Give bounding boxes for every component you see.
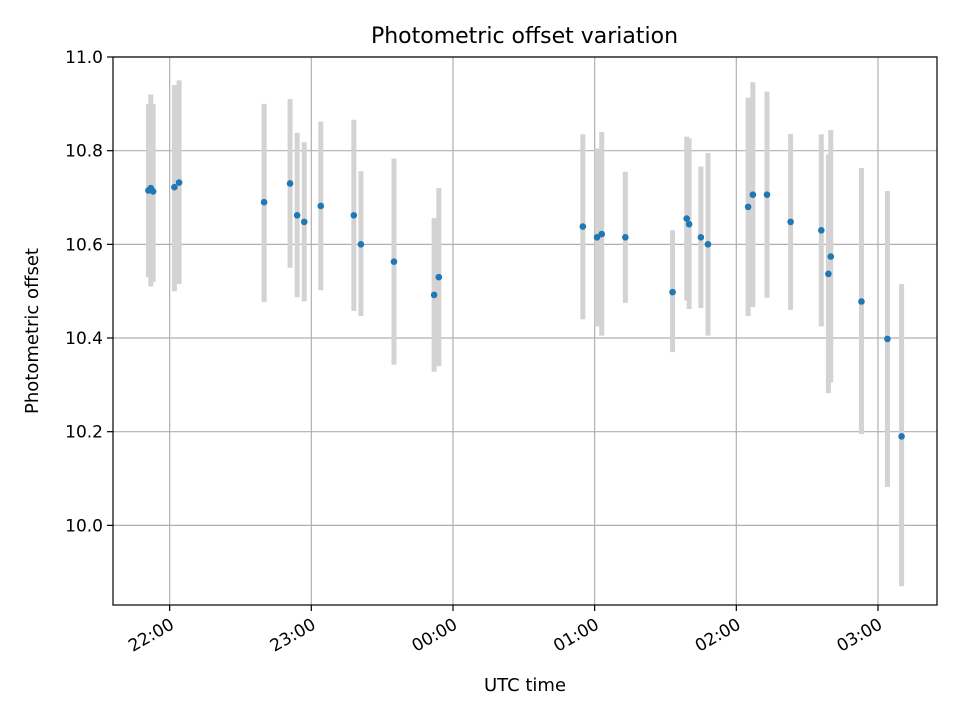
- data-point: [260, 198, 268, 206]
- data-point: [683, 215, 691, 222]
- data-point: [357, 241, 365, 248]
- y-tick-label: 10.4: [65, 329, 103, 349]
- data-point: [704, 241, 712, 248]
- y-tick-label: 11.0: [65, 48, 103, 68]
- data-point: [175, 179, 183, 186]
- data-point: [744, 203, 752, 211]
- data-point: [669, 288, 676, 296]
- data-point: [749, 191, 757, 199]
- chart-title: Photometric offset variation: [371, 24, 678, 49]
- x-axis-label: UTC time: [484, 675, 566, 696]
- error-bars: [145, 80, 905, 587]
- data-point: [898, 433, 905, 440]
- data-point: [825, 270, 832, 278]
- data-point: [827, 253, 835, 260]
- x-tick-label: 02:00: [692, 615, 744, 657]
- data-point: [598, 230, 606, 238]
- grid-lines: [113, 56, 937, 605]
- x-tick-label: 01:00: [550, 615, 602, 657]
- data-points: [145, 179, 905, 440]
- data-point: [763, 191, 771, 199]
- data-point: [884, 335, 891, 343]
- data-point: [818, 226, 825, 234]
- data-point: [858, 298, 865, 305]
- data-point: [579, 223, 587, 230]
- data-point: [435, 273, 443, 281]
- data-point: [286, 180, 294, 187]
- x-tick-label: 03:00: [834, 615, 886, 657]
- data-point: [300, 218, 308, 226]
- data-point: [293, 212, 301, 219]
- axis-ticks: 22:00 23:00 00:00 01:00 02:00 03:00 10.0 10.2 10…: [65, 48, 886, 656]
- data-point: [390, 258, 398, 265]
- x-tick-label: 23:00: [267, 615, 319, 657]
- data-point: [622, 234, 629, 241]
- data-point: [317, 202, 325, 210]
- data-point: [685, 220, 693, 228]
- plot-frame: [112, 56, 938, 606]
- x-tick-label: 22:00: [125, 615, 177, 657]
- y-tick-label: 10.6: [65, 235, 103, 255]
- data-point: [593, 234, 601, 241]
- data-point: [350, 212, 358, 219]
- y-axis-label: Photometric offset: [22, 248, 43, 414]
- y-tick-label: 10.0: [65, 516, 103, 536]
- data-point: [149, 188, 157, 195]
- x-tick-label: 00:00: [409, 615, 461, 657]
- data-point: [430, 291, 438, 299]
- y-tick-label: 10.2: [65, 423, 103, 443]
- data-point: [697, 234, 705, 241]
- y-tick-label: 10.8: [65, 142, 103, 162]
- data-point: [787, 218, 794, 226]
- data-point: [171, 183, 178, 191]
